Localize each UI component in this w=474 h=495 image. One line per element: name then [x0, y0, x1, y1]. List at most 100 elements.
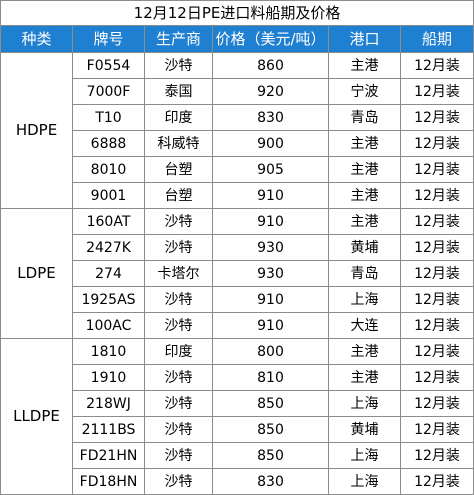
category-cell: HDPE [0, 52, 73, 209]
producer-cell: 沙特 [144, 312, 213, 339]
price-cell: 830 [212, 468, 329, 495]
price-cell: 910 [212, 208, 329, 235]
port-cell: 上海 [328, 468, 401, 495]
producer-cell: 沙特 [144, 364, 213, 391]
port-cell: 黄埔 [328, 234, 401, 261]
producer-cell: 沙特 [144, 416, 213, 443]
table-row: T10 印度 830 青岛 12月装 [1, 104, 474, 131]
header-row: 种类 牌号 生产商 价格（美元/吨） 港口 船期 [0, 25, 474, 53]
price-cell: 850 [212, 442, 329, 469]
shipment-cell: 12月装 [399, 312, 474, 339]
category-cell: LLDPE [0, 338, 73, 495]
shipment-cell: 12月装 [399, 130, 474, 157]
price-cell: 930 [212, 234, 329, 261]
port-cell: 青岛 [328, 260, 401, 287]
grade-cell: 7000F [72, 78, 145, 105]
shipment-cell: 12月装 [399, 390, 474, 417]
price-cell: 850 [212, 416, 329, 443]
port-cell: 上海 [328, 286, 401, 313]
port-cell: 上海 [328, 442, 401, 469]
grade-cell: 1810 [72, 338, 145, 365]
producer-cell: 沙特 [144, 286, 213, 313]
shipment-cell: 12月装 [399, 468, 474, 495]
shipment-cell: 12月装 [399, 260, 474, 287]
producer-cell: 沙特 [144, 468, 213, 495]
category-cell: LDPE [0, 208, 73, 339]
table-row: 6888 科威特 900 主港 12月装 [1, 130, 474, 157]
shipment-cell: 12月装 [399, 78, 474, 105]
header-category: 种类 [0, 25, 73, 53]
header-price: 价格（美元/吨） [212, 25, 329, 53]
price-cell: 930 [212, 260, 329, 287]
grade-cell: 8010 [72, 156, 145, 183]
shipment-cell: 12月装 [399, 182, 474, 209]
grade-cell: F0554 [72, 52, 145, 79]
port-cell: 上海 [328, 390, 401, 417]
producer-cell: 科威特 [144, 130, 213, 157]
producer-cell: 沙特 [144, 390, 213, 417]
grade-cell: 218WJ [72, 390, 145, 417]
port-cell: 主港 [328, 208, 401, 235]
producer-cell: 沙特 [144, 442, 213, 469]
grade-cell: 100AC [72, 312, 145, 339]
header-grade: 牌号 [72, 25, 145, 53]
grade-cell: FD21HN [72, 442, 145, 469]
table-row: LLDPE 1810 印度 800 主港 12月装 [0, 338, 474, 495]
table-row: 7000F 泰国 920 宁波 12月装 [1, 78, 474, 105]
grade-cell: T10 [72, 104, 145, 131]
price-cell: 830 [212, 104, 329, 131]
grade-cell: 274 [72, 260, 145, 287]
port-cell: 主港 [328, 182, 401, 209]
producer-cell: 印度 [144, 104, 213, 131]
shipment-cell: 12月装 [399, 234, 474, 261]
price-cell: 800 [212, 338, 329, 365]
grade-cell: 1910 [72, 364, 145, 391]
port-cell: 主港 [328, 52, 401, 79]
port-cell: 大连 [328, 312, 401, 339]
title-row: 12月12日PE进口料船期及价格 [0, 0, 474, 26]
price-cell: 850 [212, 390, 329, 417]
table-row: 8010 台塑 905 主港 12月装 [1, 156, 474, 183]
grade-cell: FD18HN [72, 468, 145, 495]
table-row: 218WJ 沙特 850 上海 12月装 [1, 390, 474, 417]
table-title: 12月12日PE进口料船期及价格 [0, 0, 474, 26]
price-cell: 810 [212, 364, 329, 391]
shipment-cell: 12月装 [399, 52, 474, 79]
producer-cell: 台塑 [144, 156, 213, 183]
port-cell: 黄埔 [328, 416, 401, 443]
table-row: 9001 台塑 910 主港 12月装 [1, 182, 474, 209]
price-cell: 900 [212, 130, 329, 157]
price-cell: 920 [212, 78, 329, 105]
producer-cell: 沙特 [144, 52, 213, 79]
table-row: FD21HN 沙特 850 上海 12月装 [1, 442, 474, 469]
shipment-cell: 12月装 [399, 286, 474, 313]
price-cell: 910 [212, 182, 329, 209]
shipment-cell: 12月装 [399, 442, 474, 469]
table-row: 1910 沙特 810 主港 12月装 [1, 364, 474, 391]
grade-cell: 6888 [72, 130, 145, 157]
port-cell: 宁波 [328, 78, 401, 105]
header-port: 港口 [328, 25, 401, 53]
port-cell: 青岛 [328, 104, 401, 131]
port-cell: 主港 [328, 364, 401, 391]
grade-cell: 160AT [72, 208, 145, 235]
table-row: HDPE F0554 沙特 860 主港 12月装 [0, 52, 474, 209]
table-row: 100AC 沙特 910 大连 12月装 [1, 312, 474, 339]
header-shipment: 船期 [399, 25, 474, 53]
port-cell: 主港 [328, 156, 401, 183]
shipment-cell: 12月装 [399, 338, 474, 365]
price-cell: 910 [212, 286, 329, 313]
grade-cell: 1925AS [72, 286, 145, 313]
price-cell: 910 [212, 312, 329, 339]
table-row: LDPE 160AT 沙特 910 主港 12月装 [0, 208, 474, 339]
header-producer: 生产商 [144, 25, 213, 53]
table-row: FD18HN 沙特 830 上海 12月装 [1, 468, 474, 495]
producer-cell: 沙特 [144, 208, 213, 235]
producer-cell: 印度 [144, 338, 213, 365]
grade-cell: 9001 [72, 182, 145, 209]
shipment-cell: 12月装 [399, 104, 474, 131]
shipment-cell: 12月装 [399, 208, 474, 235]
producer-cell: 沙特 [144, 234, 213, 261]
price-cell: 860 [212, 52, 329, 79]
